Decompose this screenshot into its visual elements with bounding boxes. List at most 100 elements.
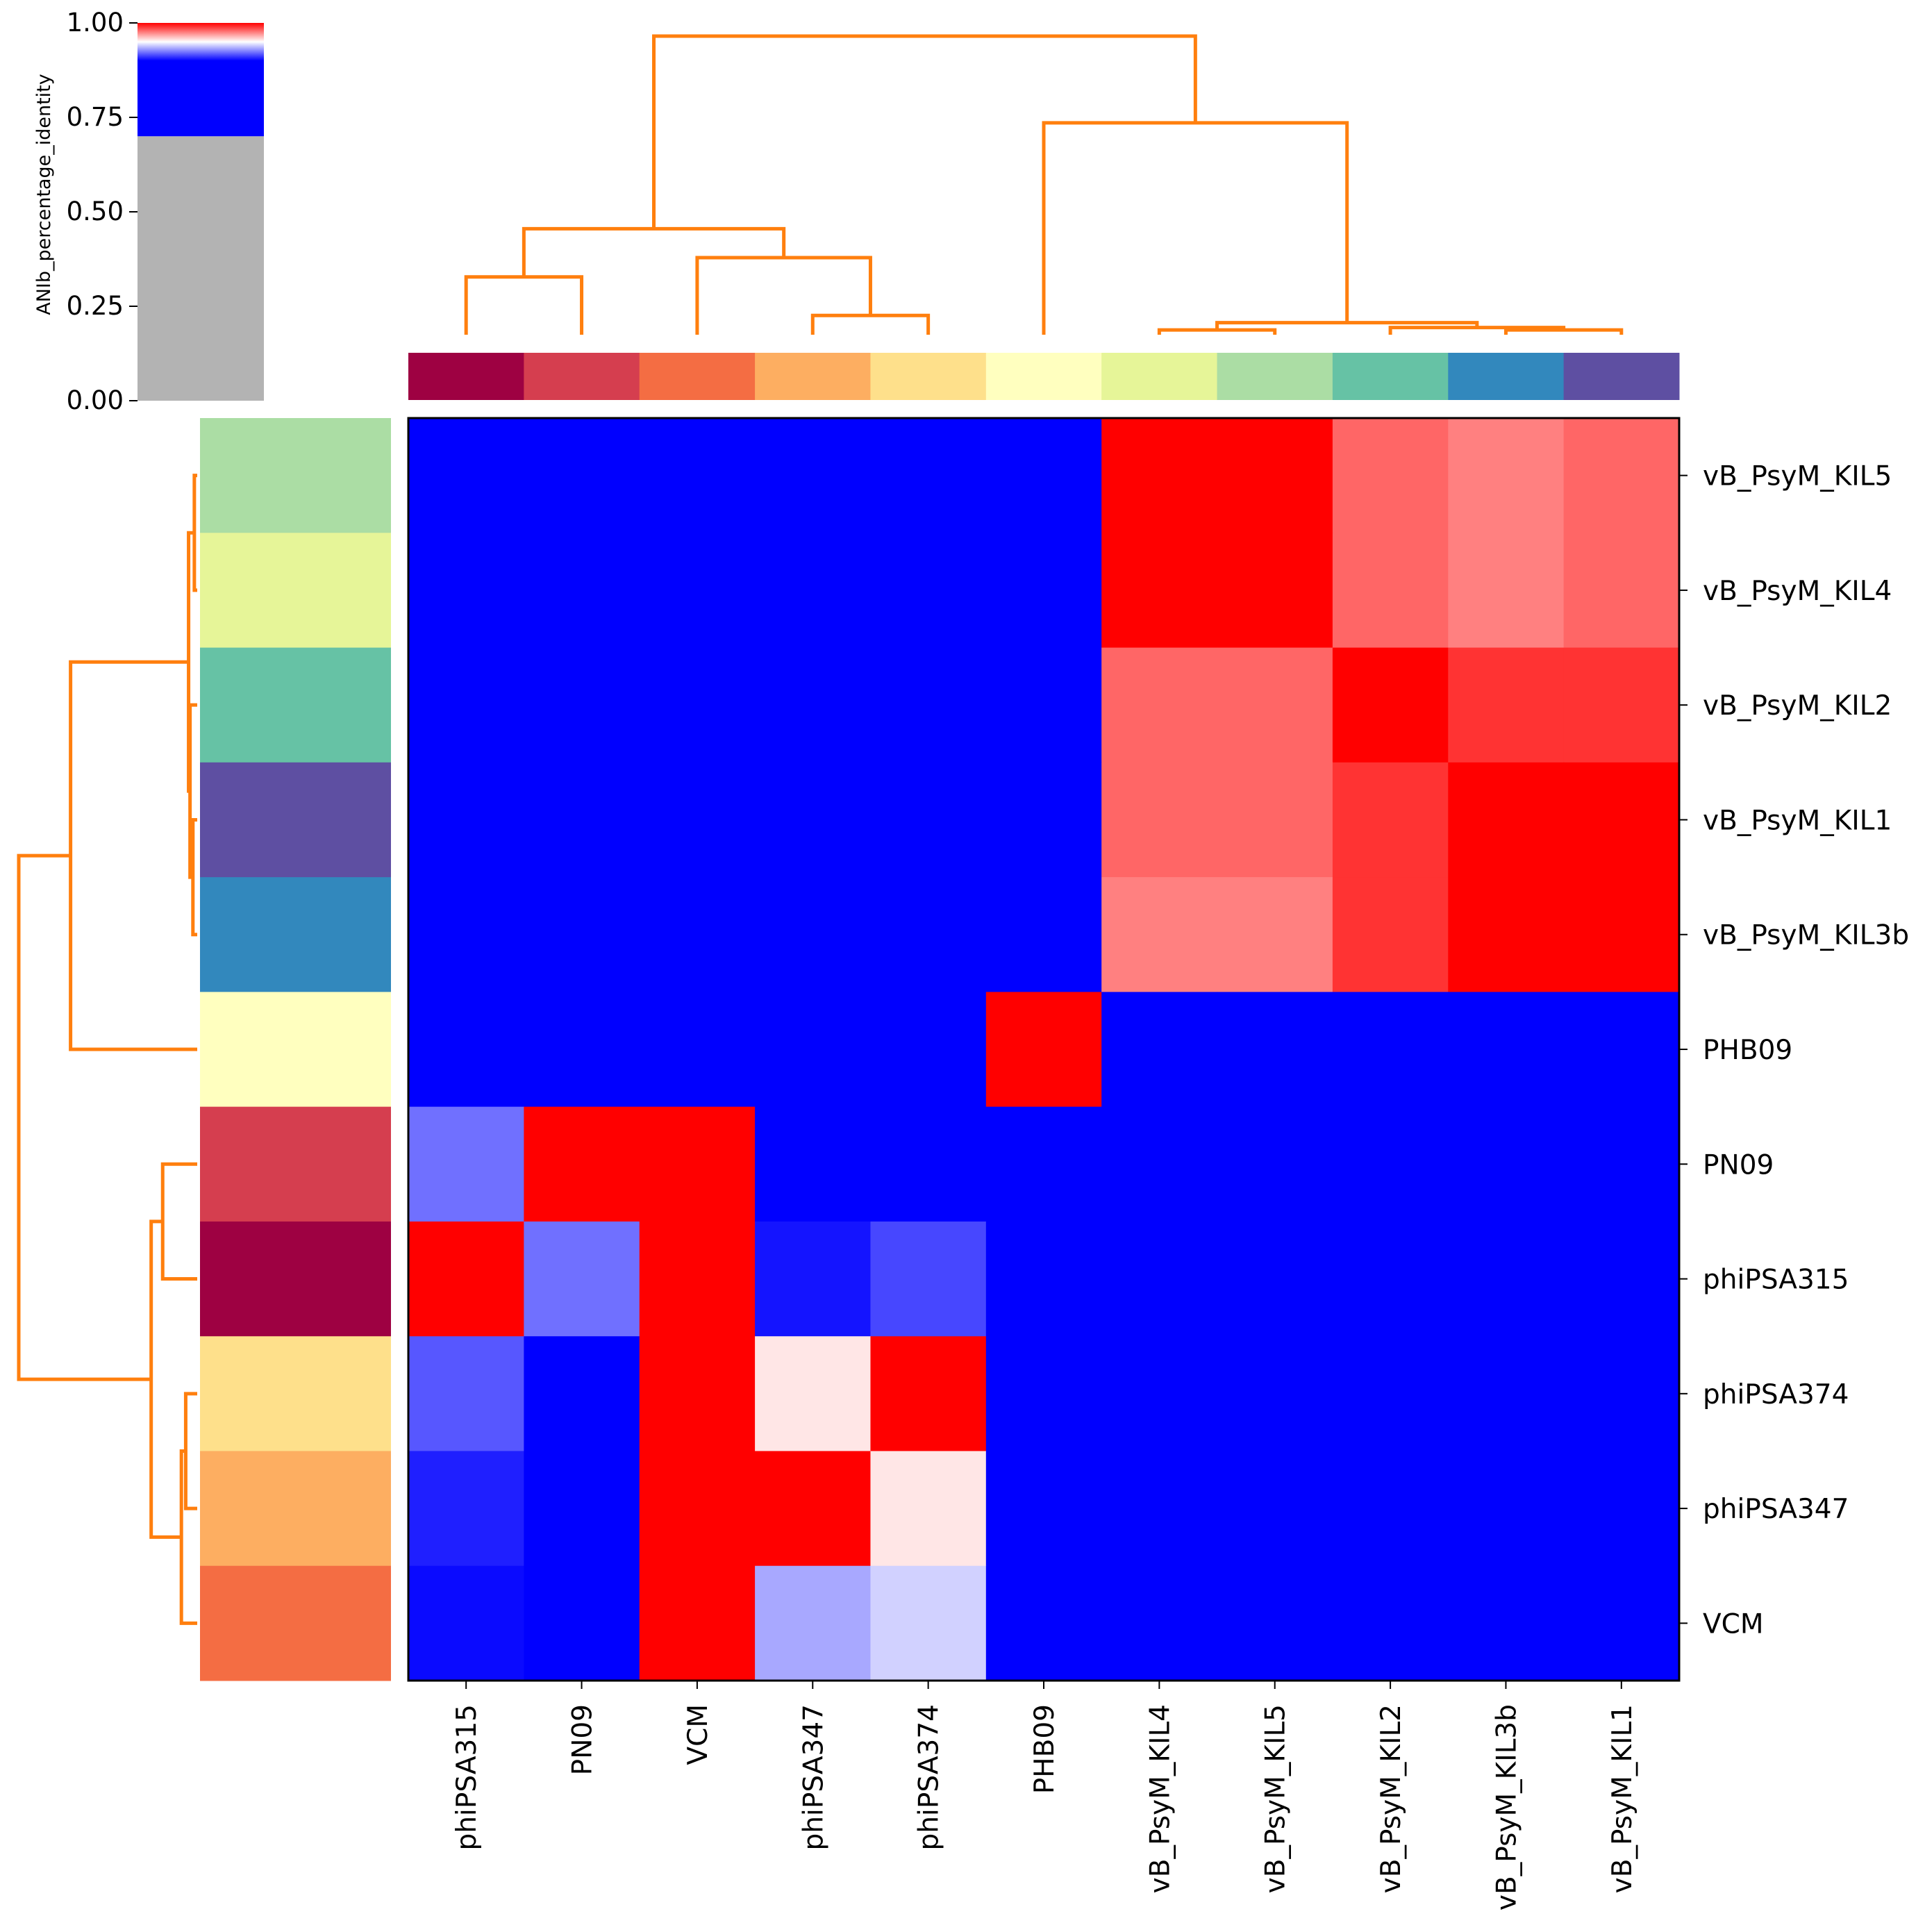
cell-10-0 [408, 1565, 524, 1681]
cell-7-4 [870, 1221, 987, 1337]
colorbar-label: ANIb_percentage_identity [33, 74, 55, 315]
cell-3-1 [524, 762, 640, 878]
cell-7-3 [755, 1221, 872, 1337]
row-label-0: vB_PsyM_KIL5 [1703, 461, 1892, 492]
cell-9-4 [870, 1451, 987, 1567]
cell-5-8 [1332, 992, 1449, 1108]
row-color-2 [200, 647, 391, 763]
row-label-6: PN09 [1703, 1149, 1774, 1181]
column-label-9: vB_PsyM_KIL3b [1491, 1704, 1522, 1910]
cell-1-5 [985, 533, 1102, 649]
cell-5-10 [1563, 992, 1680, 1108]
cell-9-10 [1563, 1451, 1680, 1567]
column-label-10: vB_PsyM_KIL1 [1607, 1704, 1638, 1893]
cell-4-0 [408, 877, 524, 992]
cell-0-5 [985, 418, 1102, 533]
cell-9-5 [985, 1451, 1102, 1567]
column-color-1 [524, 353, 640, 400]
cell-7-0 [408, 1221, 524, 1337]
colorbar: 0.00 0.25 0.50 0.75 1.00 ANIb_percentage_ide… [33, 8, 264, 415]
cell-10-6 [1101, 1565, 1218, 1681]
column-label-5: PHB09 [1029, 1704, 1060, 1794]
cell-1-0 [408, 533, 524, 649]
column-color-8 [1332, 353, 1449, 400]
row-dendrogram-link-1 [191, 817, 197, 937]
cell-8-2 [639, 1336, 756, 1452]
cell-2-7 [1217, 647, 1333, 763]
column-dendrogram-link-4 [810, 313, 931, 335]
row-color-9 [200, 1451, 391, 1567]
column-dendrogram-link-0 [1503, 328, 1624, 335]
cell-0-0 [408, 418, 524, 533]
cell-0-6 [1101, 418, 1218, 533]
cell-3-3 [755, 762, 872, 878]
cell-3-8 [1332, 762, 1449, 878]
cell-6-5 [985, 1106, 1102, 1222]
cell-10-8 [1332, 1565, 1449, 1681]
cell-9-8 [1332, 1451, 1449, 1567]
cell-7-9 [1448, 1221, 1565, 1337]
row-color-5 [200, 992, 391, 1108]
row-color-3 [200, 762, 391, 878]
cell-8-9 [1448, 1336, 1565, 1452]
cell-8-4 [870, 1336, 987, 1452]
cell-0-10 [1563, 418, 1680, 533]
cell-6-4 [870, 1106, 987, 1222]
row-color-4 [200, 877, 391, 992]
cell-6-7 [1217, 1106, 1333, 1222]
cell-2-1 [524, 647, 640, 763]
column-label-1: PN09 [567, 1704, 599, 1775]
row-dendrogram-link-4 [187, 531, 194, 793]
cell-2-10 [1563, 647, 1680, 763]
cell-10-2 [639, 1565, 756, 1681]
cell-0-8 [1332, 418, 1449, 533]
column-label-3: phiPSA347 [798, 1704, 829, 1850]
column-dendrogram-link-2 [1157, 328, 1277, 335]
row-color-8 [200, 1336, 391, 1451]
column-labels: phiPSA315 PN09 VCM phiPSA347 phiPSA374 PHB09 v… [451, 1681, 1638, 1910]
cell-7-10 [1563, 1221, 1680, 1337]
cell-9-6 [1101, 1451, 1218, 1567]
cell-8-1 [524, 1336, 640, 1452]
cell-7-2 [639, 1221, 756, 1337]
row-label-8: phiPSA374 [1703, 1379, 1849, 1410]
cell-6-3 [755, 1106, 872, 1222]
cell-5-7 [1217, 992, 1333, 1108]
row-dendrogram-link-8 [69, 660, 197, 1051]
row-color-6 [200, 1106, 391, 1222]
column-dendrogram-link-6 [695, 256, 872, 335]
cell-6-6 [1101, 1106, 1218, 1222]
cell-4-10 [1563, 877, 1680, 992]
cell-10-5 [985, 1565, 1102, 1681]
cell-8-7 [1217, 1336, 1333, 1452]
column-label-8: vB_PsyM_KIL2 [1376, 1704, 1407, 1893]
cell-3-6 [1101, 762, 1218, 878]
cell-5-2 [639, 992, 756, 1108]
column-color-7 [1217, 353, 1333, 400]
cell-6-9 [1448, 1106, 1565, 1222]
column-color-3 [755, 353, 871, 400]
row-color-1 [200, 533, 391, 649]
row-color-10 [200, 1565, 391, 1681]
cell-1-2 [639, 533, 756, 649]
cell-5-6 [1101, 992, 1218, 1108]
cell-9-7 [1217, 1451, 1333, 1567]
row-color-strip [200, 418, 391, 1681]
cell-4-7 [1217, 877, 1333, 992]
cell-3-0 [408, 762, 524, 878]
cell-7-7 [1217, 1221, 1333, 1337]
cell-6-2 [639, 1106, 756, 1222]
column-dendrogram-link-5 [464, 275, 584, 335]
cell-0-7 [1217, 418, 1333, 533]
column-color-9 [1448, 353, 1565, 400]
cell-5-1 [524, 992, 640, 1108]
row-dendrogram-link-0 [192, 474, 197, 592]
cell-4-3 [755, 877, 872, 992]
cell-3-7 [1217, 762, 1333, 878]
row-dendrogram-link-5 [179, 1449, 197, 1625]
column-dendrogram-link-8 [1042, 121, 1349, 335]
cell-1-10 [1563, 533, 1680, 649]
cell-8-0 [408, 1336, 524, 1452]
column-dendrogram-link-1 [1388, 326, 1566, 335]
